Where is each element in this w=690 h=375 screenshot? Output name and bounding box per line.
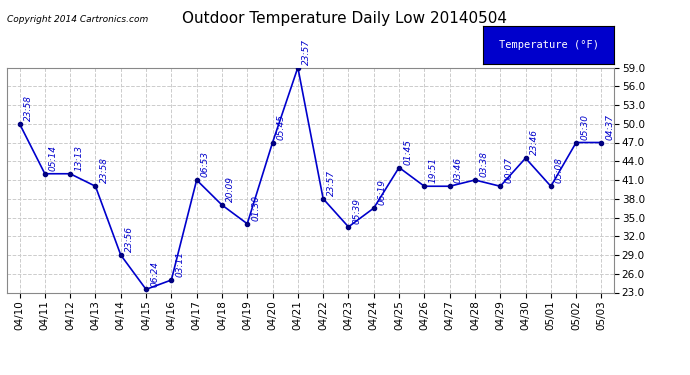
Text: 06:24: 06:24 — [150, 261, 159, 286]
Text: 04:37: 04:37 — [606, 114, 615, 140]
Text: 13:13: 13:13 — [75, 145, 83, 171]
Text: 05:08: 05:08 — [555, 158, 564, 183]
Text: 23:46: 23:46 — [530, 129, 539, 155]
Text: 19:51: 19:51 — [428, 158, 437, 183]
Text: 06:19: 06:19 — [378, 179, 387, 206]
Text: 05:45: 05:45 — [277, 114, 286, 140]
Text: 03:38: 03:38 — [479, 151, 488, 177]
Text: 23:57: 23:57 — [327, 170, 336, 196]
Text: 23:56: 23:56 — [125, 226, 134, 252]
Text: Temperature (°F): Temperature (°F) — [499, 40, 598, 50]
Text: 03:46: 03:46 — [454, 158, 463, 183]
Text: 00:07: 00:07 — [504, 158, 513, 183]
Text: 03:11: 03:11 — [175, 251, 184, 277]
Text: 06:53: 06:53 — [201, 151, 210, 177]
Text: Copyright 2014 Cartronics.com: Copyright 2014 Cartronics.com — [7, 15, 148, 24]
Text: 23:58: 23:58 — [99, 158, 108, 183]
Text: 05:30: 05:30 — [580, 114, 589, 140]
Text: 05:39: 05:39 — [353, 198, 362, 224]
Text: 05:14: 05:14 — [49, 145, 58, 171]
Text: 01:30: 01:30 — [251, 195, 260, 221]
Text: 23:57: 23:57 — [302, 39, 311, 65]
Text: 01:45: 01:45 — [403, 139, 412, 165]
Text: Outdoor Temperature Daily Low 20140504: Outdoor Temperature Daily Low 20140504 — [182, 11, 508, 26]
Text: 20:09: 20:09 — [226, 176, 235, 202]
Text: 23:58: 23:58 — [23, 95, 32, 121]
